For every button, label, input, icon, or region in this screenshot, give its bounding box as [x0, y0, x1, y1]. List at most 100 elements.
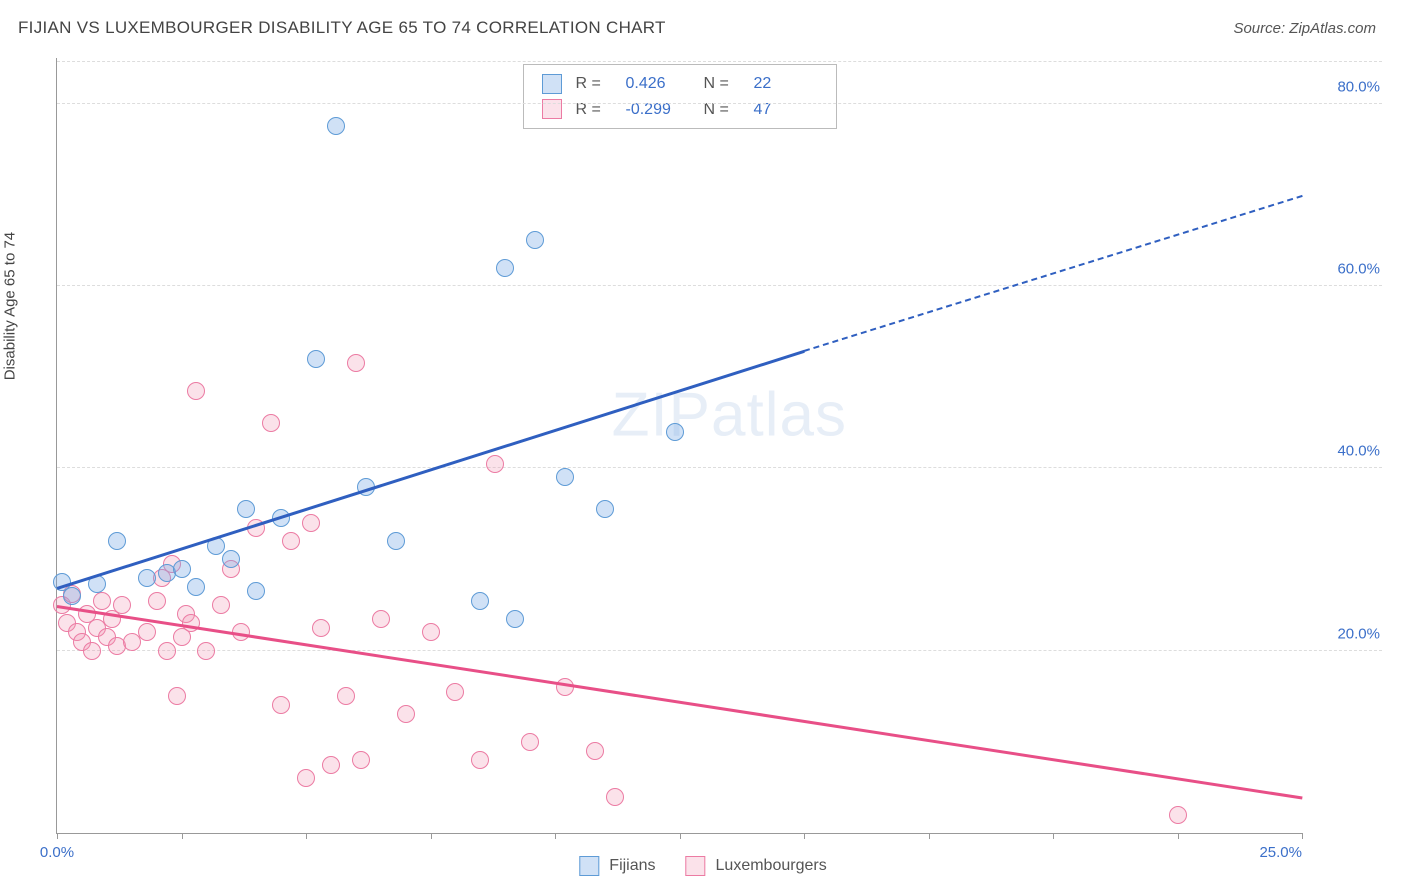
data-point — [307, 350, 325, 368]
x-tick — [1302, 833, 1303, 839]
data-point — [222, 550, 240, 568]
legend-label: Fijians — [609, 857, 655, 875]
data-point — [108, 532, 126, 550]
data-point — [322, 756, 340, 774]
y-axis-label: Disability Age 65 to 74 — [2, 232, 19, 380]
data-point — [297, 769, 315, 787]
chart-title: FIJIAN VS LUXEMBOURGER DISABILITY AGE 65… — [18, 18, 666, 38]
stats-row-fijians: R = 0.426 N = 22 — [542, 71, 818, 97]
y-tick-label: 40.0% — [1337, 443, 1380, 460]
data-point — [586, 742, 604, 760]
data-point — [83, 642, 101, 660]
data-point — [197, 642, 215, 660]
trend-line — [804, 195, 1303, 352]
x-tick — [182, 833, 183, 839]
data-point — [471, 592, 489, 610]
data-point — [666, 423, 684, 441]
data-point — [187, 578, 205, 596]
bottom-legend: Fijians Luxembourgers — [579, 856, 826, 876]
stats-legend-box: R = 0.426 N = 22 R = -0.299 N = 47 — [523, 64, 837, 129]
data-point — [182, 614, 200, 632]
data-point — [212, 596, 230, 614]
swatch-icon — [542, 74, 562, 94]
x-tick-label: 0.0% — [40, 844, 74, 861]
data-point — [556, 678, 574, 696]
x-tick — [1053, 833, 1054, 839]
data-point — [187, 382, 205, 400]
gridline — [57, 285, 1382, 286]
legend-item-fijians: Fijians — [579, 856, 655, 876]
r-value: -0.299 — [626, 97, 690, 123]
n-label: N = — [704, 97, 740, 123]
source-attribution: Source: ZipAtlas.com — [1233, 20, 1376, 37]
data-point — [63, 587, 81, 605]
data-point — [173, 560, 191, 578]
data-point — [282, 532, 300, 550]
legend-label: Luxembourgers — [716, 857, 827, 875]
y-tick-label: 60.0% — [1337, 260, 1380, 277]
data-point — [138, 569, 156, 587]
x-tick — [804, 833, 805, 839]
data-point — [506, 610, 524, 628]
data-point — [113, 596, 131, 614]
data-point — [237, 500, 255, 518]
stats-row-luxembourgers: R = -0.299 N = 47 — [542, 97, 818, 123]
data-point — [1169, 806, 1187, 824]
data-point — [312, 619, 330, 637]
watermark-text: ZIPatlas — [612, 379, 847, 450]
data-point — [556, 468, 574, 486]
data-point — [521, 733, 539, 751]
data-point — [272, 696, 290, 714]
data-point — [148, 592, 166, 610]
trend-line — [57, 605, 1302, 799]
gridline — [57, 650, 1382, 651]
n-value: 22 — [754, 71, 818, 97]
data-point — [397, 705, 415, 723]
data-point — [302, 514, 320, 532]
swatch-icon — [579, 856, 599, 876]
y-tick-label: 20.0% — [1337, 625, 1380, 642]
gridline — [57, 103, 1382, 104]
x-tick — [57, 833, 58, 839]
y-tick-label: 80.0% — [1337, 78, 1380, 95]
x-tick — [555, 833, 556, 839]
x-tick — [431, 833, 432, 839]
data-point — [168, 687, 186, 705]
data-point — [446, 683, 464, 701]
data-point — [138, 623, 156, 641]
data-point — [327, 117, 345, 135]
data-point — [347, 354, 365, 372]
swatch-icon — [686, 856, 706, 876]
chart-area: Disability Age 65 to 74 ZIPatlas R = 0.4… — [18, 50, 1382, 842]
data-point — [387, 532, 405, 550]
x-tick-label: 25.0% — [1259, 844, 1302, 861]
data-point — [158, 642, 176, 660]
gridline — [57, 61, 1382, 62]
data-point — [372, 610, 390, 628]
x-tick — [1178, 833, 1179, 839]
x-tick — [929, 833, 930, 839]
data-point — [471, 751, 489, 769]
legend-item-luxembourgers: Luxembourgers — [686, 856, 827, 876]
data-point — [352, 751, 370, 769]
data-point — [486, 455, 504, 473]
plot-region: ZIPatlas R = 0.426 N = 22 R = -0.299 N =… — [56, 58, 1302, 834]
data-point — [247, 582, 265, 600]
r-label: R = — [576, 97, 612, 123]
data-point — [596, 500, 614, 518]
data-point — [337, 687, 355, 705]
data-point — [496, 259, 514, 277]
r-label: R = — [576, 71, 612, 97]
trend-line — [57, 350, 805, 589]
n-value: 47 — [754, 97, 818, 123]
x-tick — [680, 833, 681, 839]
data-point — [526, 231, 544, 249]
gridline — [57, 467, 1382, 468]
data-point — [93, 592, 111, 610]
data-point — [606, 788, 624, 806]
r-value: 0.426 — [626, 71, 690, 97]
x-tick — [306, 833, 307, 839]
n-label: N = — [704, 71, 740, 97]
data-point — [422, 623, 440, 641]
data-point — [262, 414, 280, 432]
